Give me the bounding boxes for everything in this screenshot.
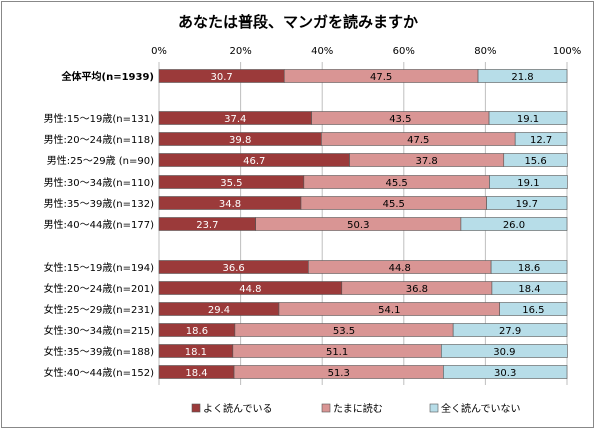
- category-label: 男性:40～44歳(n=177): [44, 218, 155, 231]
- x-tick-label: 80%: [474, 46, 496, 57]
- bar-segment: [503, 153, 568, 167]
- bar-segment: [488, 111, 568, 125]
- bar-segment: [499, 302, 568, 316]
- legend-swatch: [191, 403, 201, 413]
- data-label: 29.4: [208, 305, 230, 316]
- data-label: 53.5: [333, 326, 355, 337]
- bars: [158, 69, 568, 379]
- data-label: 26.0: [503, 220, 525, 231]
- x-axis-ticks: 0% 20% 40% 60% 80% 100%: [151, 46, 581, 57]
- x-tick-label: 40%: [311, 46, 333, 57]
- category-label: 男性:30～34歳(n=110): [44, 176, 155, 189]
- bar-segment: [514, 132, 568, 146]
- data-label: 35.5: [220, 178, 242, 189]
- x-tick-label: 100%: [553, 46, 582, 57]
- legend-label: 全く読んでいない: [441, 402, 521, 415]
- bar-segment: [489, 175, 568, 189]
- bar-segment: [460, 217, 568, 231]
- data-label: 47.5: [407, 135, 429, 146]
- data-label: 44.8: [389, 263, 411, 274]
- data-label: 34.8: [219, 199, 241, 210]
- category-label: 全体平均(n=1939): [61, 70, 154, 83]
- category-labels: 全体平均(n=1939) 男性:15～19歳(n=131) 男性:20～24歳(n=…: [44, 70, 155, 379]
- data-labels: 30.7 47.5 21.8 37.4 43.5 19.1 39.8 47.5 12.7 46.7…: [185, 72, 552, 379]
- bar-segment: [491, 281, 568, 295]
- legend-label: たまに読む: [333, 402, 383, 415]
- data-label: 50.3: [347, 220, 369, 231]
- bar-segment: [441, 344, 568, 358]
- legend-swatch: [321, 403, 331, 413]
- category-label: 女性:40～44歳(n=152): [44, 366, 155, 379]
- bar-segment: [490, 260, 568, 274]
- data-label: 19.7: [516, 199, 538, 210]
- category-label: 男性:25～29歳 (n=90): [47, 154, 154, 167]
- data-label: 45.5: [383, 199, 405, 210]
- data-label: 15.6: [524, 156, 546, 167]
- data-label: 39.8: [229, 135, 251, 146]
- category-label: 女性:30～34歳(n=215): [44, 324, 155, 337]
- data-label: 45.5: [386, 178, 408, 189]
- legend-swatch: [429, 403, 439, 413]
- data-label: 19.1: [517, 114, 539, 125]
- data-label: 18.4: [518, 284, 540, 295]
- data-label: 36.6: [223, 263, 245, 274]
- bar-segment: [486, 196, 568, 210]
- data-label: 46.7: [243, 156, 265, 167]
- x-tick-label: 60%: [393, 46, 415, 57]
- data-label: 30.9: [493, 347, 515, 358]
- category-label: 男性:35～39歳(n=132): [44, 197, 155, 210]
- x-tick-label: 0%: [151, 46, 167, 57]
- data-label: 21.8: [511, 72, 533, 83]
- data-label: 12.7: [530, 135, 552, 146]
- data-label: 47.5: [370, 72, 392, 83]
- legend: よく読んでいる たまに読む 全く読んでいない: [191, 402, 521, 415]
- bar-segment: [443, 365, 568, 379]
- data-label: 44.8: [239, 284, 261, 295]
- chart-title: あなたは普段、マンガを読みますか: [178, 13, 418, 31]
- category-label: 女性:25～29歳(n=231): [44, 303, 155, 316]
- category-label: 男性:15～19歳(n=131): [44, 112, 155, 125]
- data-label: 43.5: [389, 114, 411, 125]
- data-label: 18.4: [185, 368, 207, 379]
- data-label: 51.3: [328, 368, 350, 379]
- category-label: 男性:20～24歳(n=118): [44, 133, 155, 146]
- category-label: 女性:15～19歳(n=194): [44, 261, 155, 274]
- legend-label: よく読んでいる: [203, 402, 273, 415]
- bar-segment: [452, 323, 568, 337]
- data-label: 18.6: [518, 263, 540, 274]
- data-label: 36.8: [406, 284, 428, 295]
- bar-segment: [477, 69, 568, 83]
- data-label: 16.5: [522, 305, 544, 316]
- data-label: 54.1: [378, 305, 400, 316]
- data-label: 18.6: [186, 326, 208, 337]
- x-tick-label: 20%: [229, 46, 251, 57]
- data-label: 30.7: [210, 72, 232, 83]
- category-label: 女性:20～24歳(n=201): [44, 282, 155, 295]
- data-label: 51.1: [326, 347, 348, 358]
- data-label: 37.8: [416, 156, 438, 167]
- data-label: 37.4: [224, 114, 246, 125]
- data-label: 18.1: [185, 347, 207, 358]
- data-label: 19.1: [517, 178, 539, 189]
- data-label: 27.9: [499, 326, 521, 337]
- data-label: 23.7: [196, 220, 218, 231]
- data-label: 30.3: [494, 368, 516, 379]
- category-label: 女性:35～39歳(n=188): [44, 345, 155, 358]
